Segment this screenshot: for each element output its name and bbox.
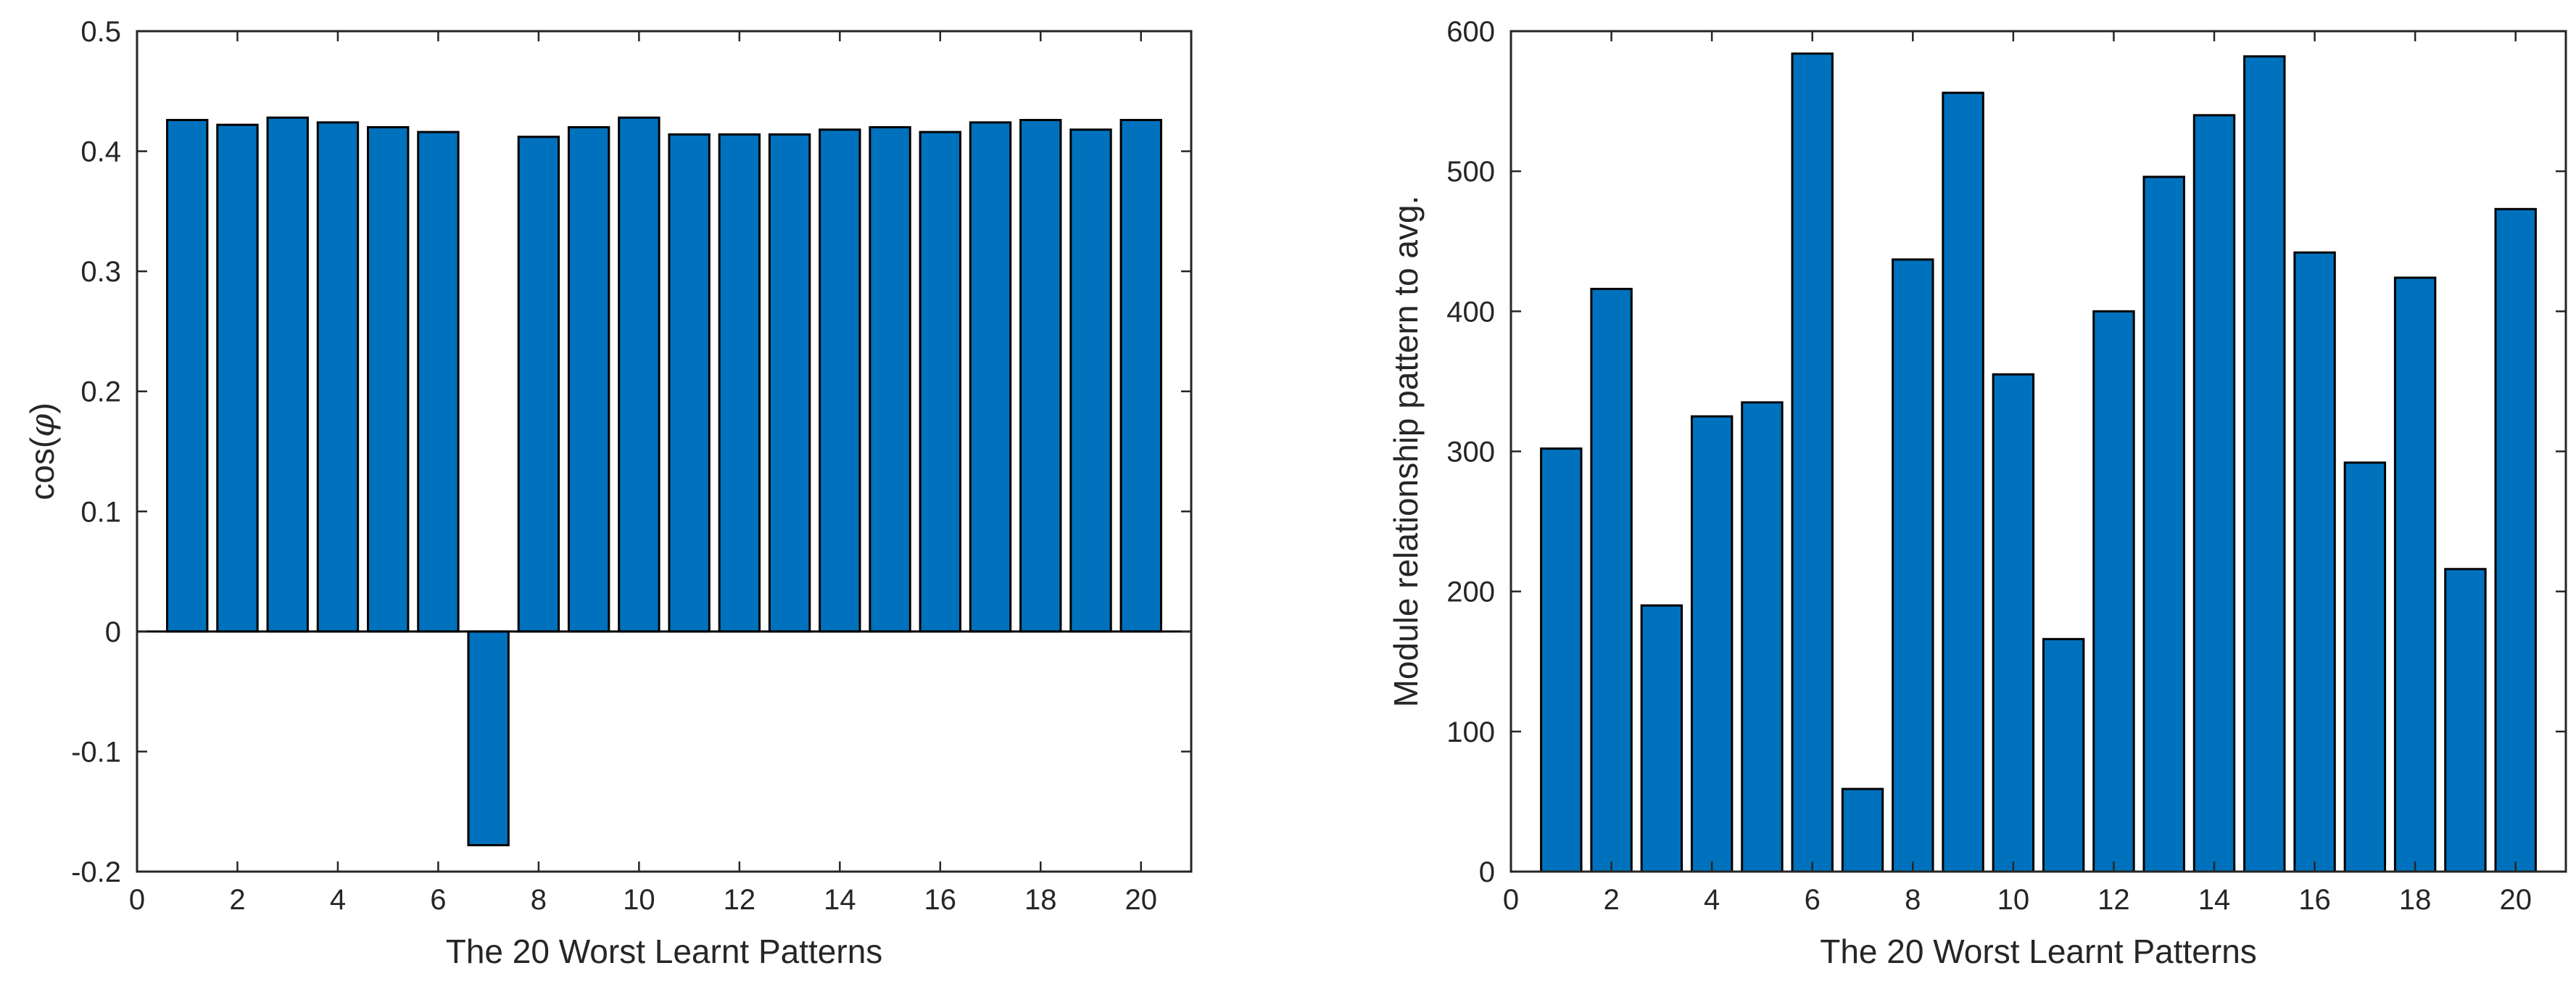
left-ytick-label: 0.2 bbox=[80, 376, 121, 408]
right-bars bbox=[1540, 52, 2537, 873]
left-xtick-label: 4 bbox=[330, 884, 346, 916]
right-y-axis-label: Module relationship pattern to avg. bbox=[1387, 196, 1425, 708]
right-bar-15 bbox=[2243, 55, 2286, 873]
right-bar-3 bbox=[1640, 604, 1683, 873]
right-ytick-label: 600 bbox=[1446, 16, 1495, 48]
right-bar-17 bbox=[2343, 461, 2387, 873]
left-ytick-label: -0.2 bbox=[71, 856, 121, 888]
right-ytick-label: 0 bbox=[1479, 856, 1495, 888]
left-bar-19 bbox=[1069, 128, 1112, 633]
left-bar-7 bbox=[467, 630, 510, 847]
left-bar-20 bbox=[1119, 119, 1162, 633]
left-axes-box bbox=[136, 30, 1193, 873]
right-xtick-label: 16 bbox=[2298, 884, 2331, 916]
left-bar-11 bbox=[668, 133, 711, 633]
left-bar-10 bbox=[618, 116, 660, 633]
left-x-axis-label: The 20 Worst Learnt Patterns bbox=[446, 933, 883, 970]
right-bar-18 bbox=[2393, 276, 2437, 873]
right-xtick-label: 6 bbox=[1805, 884, 1821, 916]
left-bar-12 bbox=[718, 133, 761, 633]
right-chart: 0 2 4 6 8 10 12 14 16 18 20 0 100 200 300 400 500 600 Th… bbox=[1387, 16, 2567, 970]
right-xtick-label: 12 bbox=[2097, 884, 2130, 916]
left-ytick-label: 0.1 bbox=[80, 496, 121, 528]
right-ytick-label: 300 bbox=[1446, 437, 1495, 468]
right-x-axis-label: The 20 Worst Learnt Patterns bbox=[1820, 933, 2257, 970]
left-xtick-label: 20 bbox=[1125, 884, 1158, 916]
right-bar-10 bbox=[1992, 373, 2035, 873]
right-ytick-label: 200 bbox=[1446, 576, 1495, 608]
left-xtick-label: 10 bbox=[623, 884, 655, 916]
left-bar-13 bbox=[768, 133, 811, 633]
right-x-ticks: 0 2 4 6 8 10 12 14 16 18 20 bbox=[1503, 31, 2532, 916]
left-ytick-label: 0.4 bbox=[80, 136, 121, 168]
left-bar-18 bbox=[1019, 119, 1062, 633]
right-bar-4 bbox=[1690, 415, 1734, 873]
left-xtick-label: 14 bbox=[824, 884, 856, 916]
left-bar-4 bbox=[316, 121, 360, 633]
right-bar-11 bbox=[2042, 637, 2085, 873]
right-xtick-label: 4 bbox=[1704, 884, 1720, 916]
left-y-ticks: -0.2 -0.1 0 0.1 0.2 0.3 0.4 0.5 bbox=[71, 16, 1191, 888]
left-bar-15 bbox=[869, 125, 911, 633]
right-ytick-label: 500 bbox=[1446, 156, 1495, 188]
left-xtick-label: 6 bbox=[430, 884, 446, 916]
left-ytick-label: 0 bbox=[105, 616, 121, 648]
left-bar-9 bbox=[567, 125, 610, 633]
left-bar-2 bbox=[216, 123, 259, 633]
left-bars bbox=[166, 116, 1162, 847]
right-bar-5 bbox=[1741, 401, 1784, 873]
right-bar-13 bbox=[2142, 175, 2185, 873]
right-bar-9 bbox=[1942, 91, 1984, 873]
left-xtick-label: 0 bbox=[129, 884, 145, 916]
left-ytick-label: 0.5 bbox=[80, 16, 121, 48]
right-bar-2 bbox=[1590, 287, 1633, 873]
right-bar-20 bbox=[2494, 207, 2537, 873]
left-bar-3 bbox=[266, 116, 309, 633]
right-xtick-label: 14 bbox=[2198, 884, 2231, 916]
right-xtick-label: 20 bbox=[2499, 884, 2532, 916]
left-xtick-label: 16 bbox=[924, 884, 957, 916]
left-xtick-label: 8 bbox=[531, 884, 547, 916]
right-bar-8 bbox=[1892, 258, 1934, 873]
left-x-ticks: 0 2 4 6 8 10 12 14 16 18 20 bbox=[129, 31, 1157, 916]
right-bar-6 bbox=[1791, 52, 1834, 873]
left-ytick-label: -0.1 bbox=[71, 736, 121, 768]
right-xtick-label: 18 bbox=[2399, 884, 2432, 916]
right-bar-14 bbox=[2192, 114, 2236, 873]
left-xtick-label: 12 bbox=[724, 884, 756, 916]
right-xtick-label: 2 bbox=[1603, 884, 1619, 916]
left-ytick-label: 0.3 bbox=[80, 256, 121, 288]
right-bar-12 bbox=[2092, 310, 2135, 873]
left-bar-14 bbox=[819, 128, 861, 633]
left-bar-8 bbox=[517, 136, 560, 633]
left-xtick-label: 2 bbox=[229, 884, 245, 916]
right-ytick-label: 400 bbox=[1446, 296, 1495, 328]
left-bar-6 bbox=[417, 131, 460, 633]
right-ytick-label: 100 bbox=[1446, 716, 1495, 748]
right-bar-7 bbox=[1841, 787, 1884, 873]
right-y-ticks: 0 100 200 300 400 500 600 bbox=[1446, 16, 2566, 888]
right-bar-16 bbox=[2293, 251, 2336, 873]
right-xtick-label: 8 bbox=[1905, 884, 1921, 916]
left-bar-1 bbox=[166, 119, 209, 633]
left-chart: 0 2 4 6 8 10 12 14 16 18 20 -0.2-0.100.10.20.30.40… bbox=[22, 16, 1193, 970]
left-bar-16 bbox=[919, 131, 962, 633]
left-bar-17 bbox=[969, 121, 1012, 633]
left-bar-5 bbox=[366, 125, 410, 633]
left-y-axis-label: cos(φ) bbox=[22, 402, 62, 500]
right-bar-19 bbox=[2444, 568, 2487, 873]
left-xtick-label: 18 bbox=[1024, 884, 1057, 916]
right-xtick-label: 10 bbox=[1997, 884, 2030, 916]
right-bar-1 bbox=[1540, 447, 1583, 873]
right-xtick-label: 0 bbox=[1503, 884, 1519, 916]
